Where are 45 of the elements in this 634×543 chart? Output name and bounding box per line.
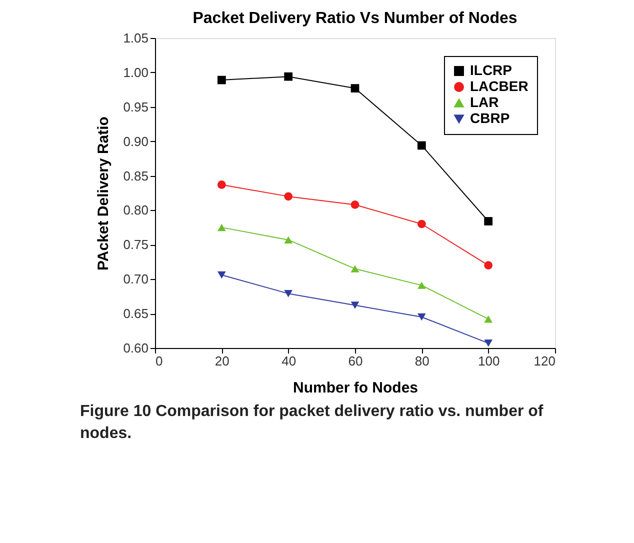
y-tick-label: 0.90 — [123, 134, 148, 149]
point — [284, 72, 293, 81]
point — [350, 84, 360, 92]
point — [217, 180, 226, 189]
y-tick-label: 0.60 — [123, 340, 148, 356]
x-tick-label: 120 — [534, 354, 556, 368]
point — [417, 313, 426, 321]
point — [484, 261, 493, 270]
point — [284, 290, 293, 298]
y-tick-label: 1.00 — [123, 64, 148, 80]
point — [417, 141, 426, 150]
point — [484, 340, 493, 347]
point — [350, 200, 360, 209]
caption: Figure 10 Comparison for packet delivery ratio vs. number of nodes. — [80, 403, 544, 442]
legend-label: ILCRP — [470, 62, 512, 78]
point — [217, 224, 226, 232]
point — [417, 220, 426, 228]
y-tick-label: 0.95 — [123, 99, 148, 114]
point — [217, 271, 226, 279]
x-tick-label: 0 — [156, 354, 163, 368]
y-tick-label: 0.80 — [123, 202, 148, 218]
point — [217, 76, 226, 84]
x-tick-label: 60 — [348, 354, 363, 368]
point — [284, 192, 293, 201]
legend-label: LACBER — [470, 78, 528, 94]
y-tick-label: 0.75 — [123, 237, 148, 252]
point — [417, 282, 426, 289]
point — [350, 265, 360, 272]
y-tick-label: 1.05 — [123, 30, 148, 46]
y-tick-label: 0.65 — [123, 306, 148, 322]
legend-label: CBRP — [470, 110, 510, 126]
x-axis-title: Number fo Nodes — [292, 380, 418, 396]
point — [484, 217, 493, 226]
point — [350, 302, 360, 309]
point — [484, 315, 493, 323]
y-axis-title: PAcket Delivery Ratio — [95, 116, 112, 270]
x-tick-label: 80 — [414, 354, 430, 368]
y-tick-label: 0.70 — [123, 272, 148, 287]
x-tick-label: 100 — [478, 354, 500, 368]
chart-title: Packet Delivery Ratio Vs Number of Nodes — [192, 10, 518, 27]
x-tick-label: 40 — [282, 354, 296, 368]
legend-label: LAR — [470, 94, 499, 110]
y-tick-label: 0.85 — [123, 168, 148, 184]
point — [284, 236, 293, 244]
x-tick-label: 20 — [214, 354, 230, 368]
